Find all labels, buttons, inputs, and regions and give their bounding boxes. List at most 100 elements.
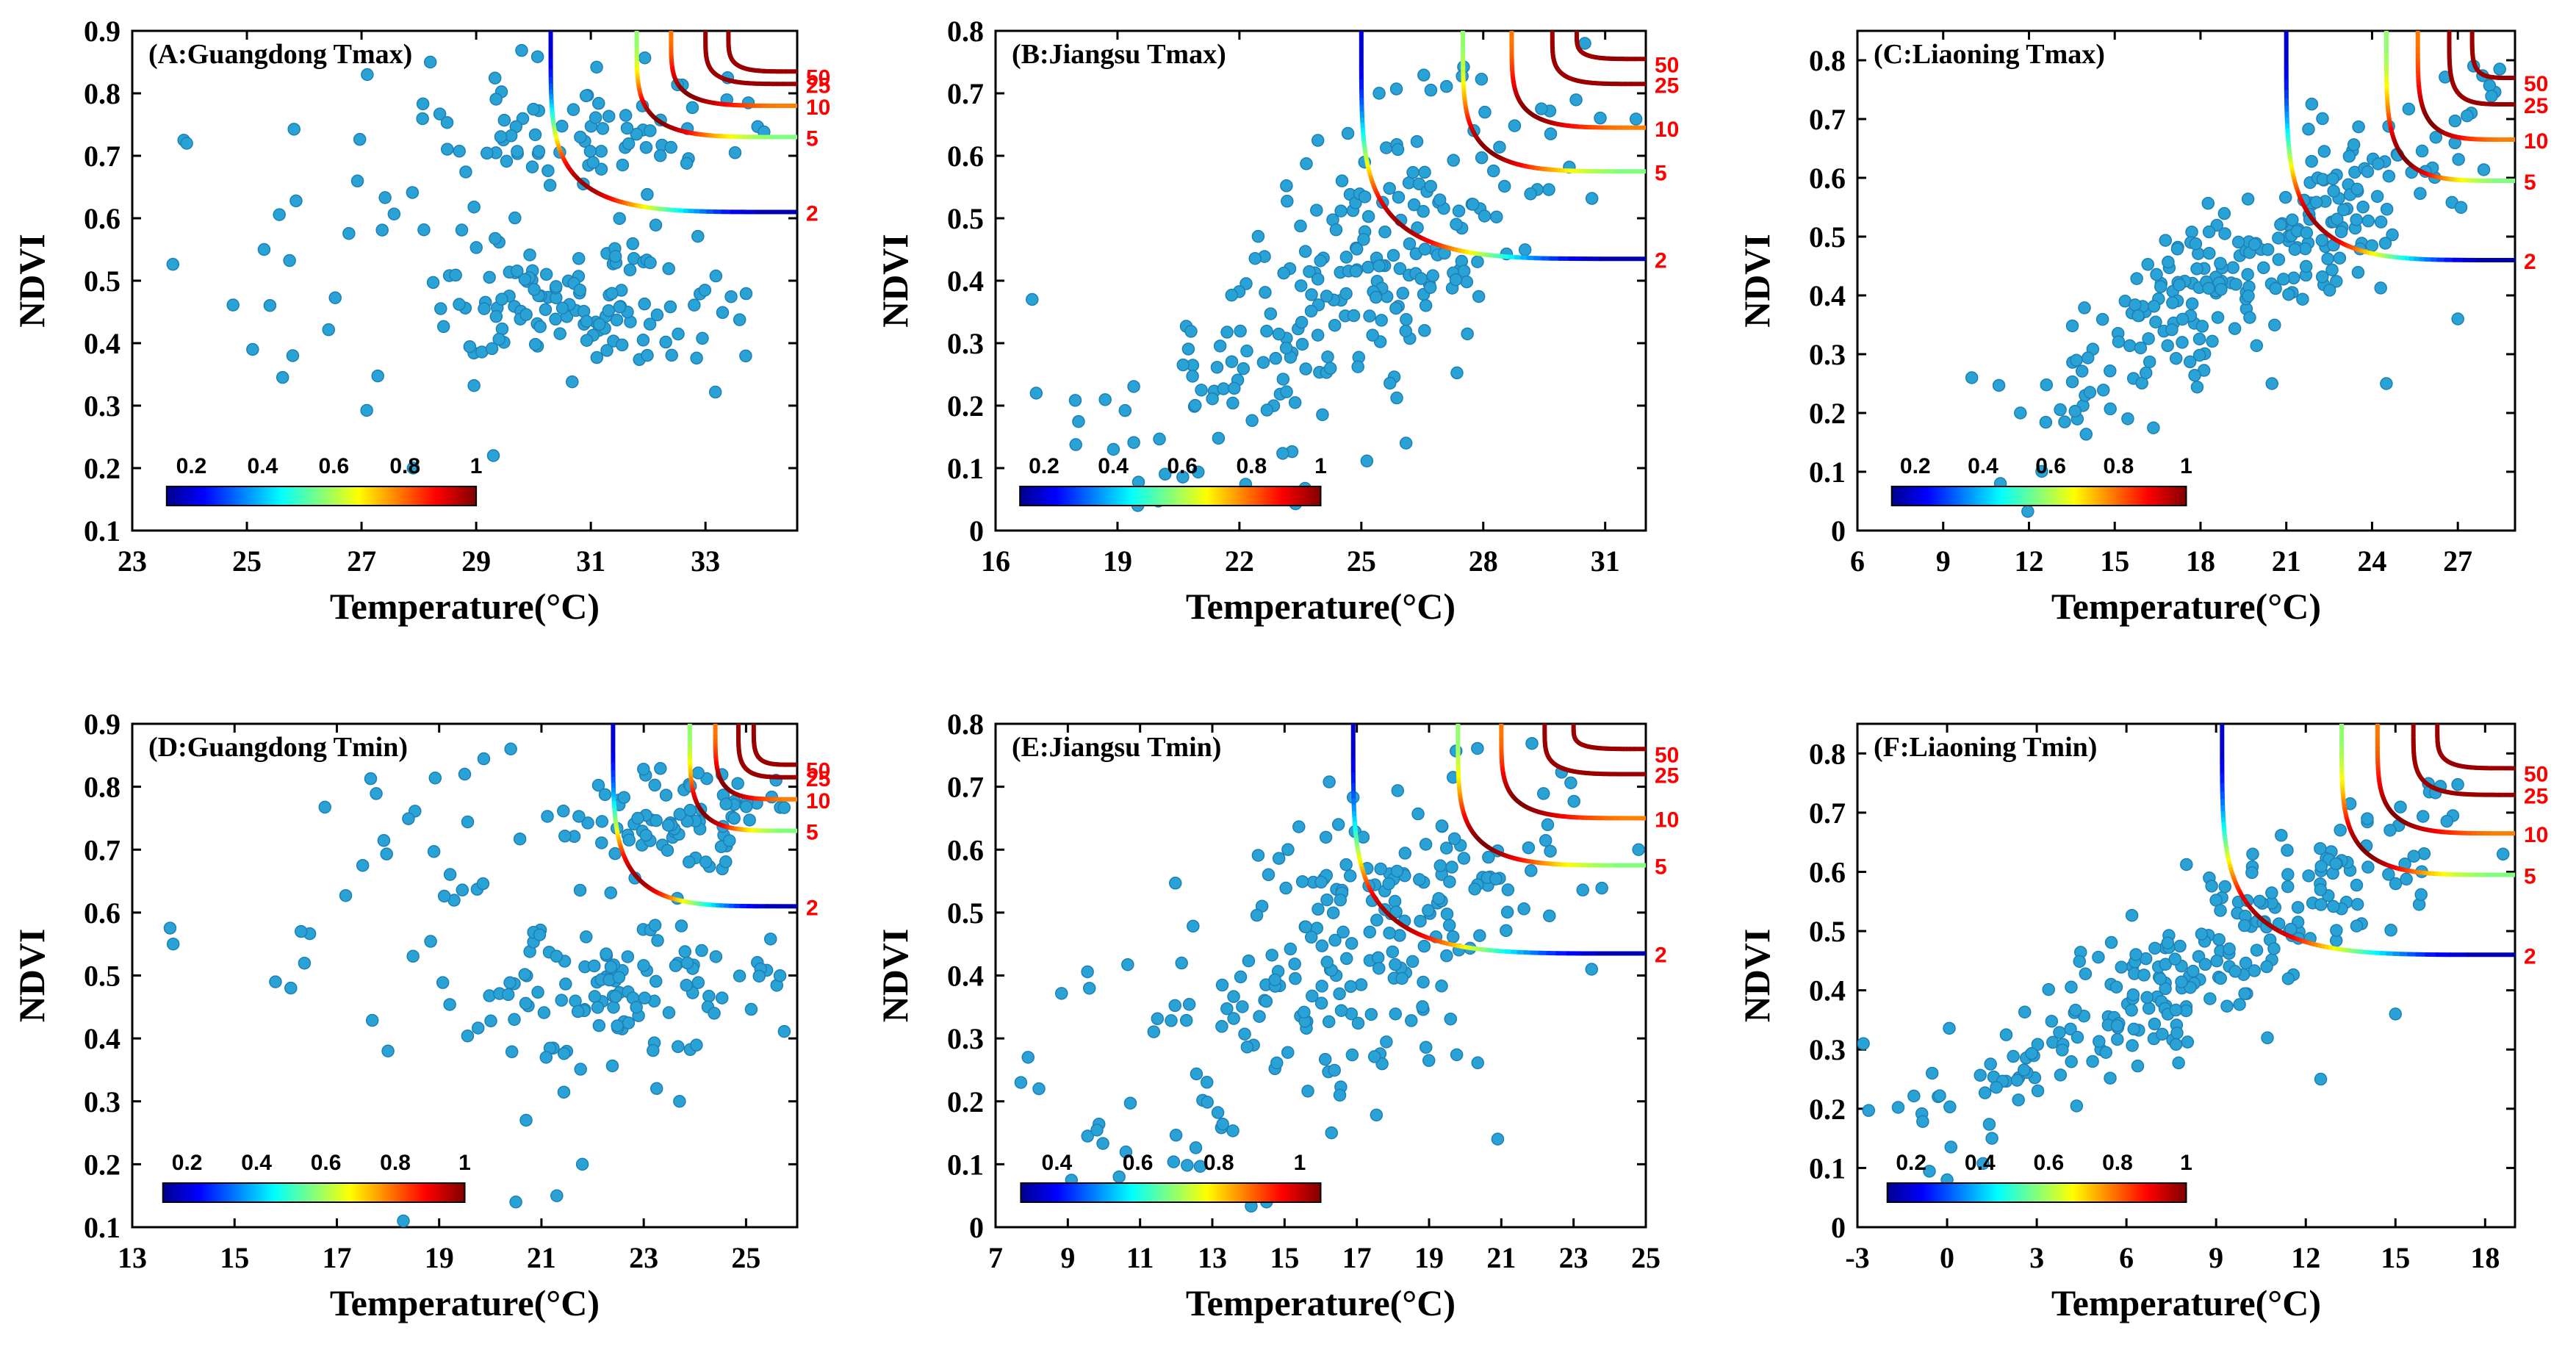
data-point <box>2323 284 2336 297</box>
data-point <box>2081 351 2095 364</box>
data-point <box>488 71 502 85</box>
data-point <box>1384 376 1397 390</box>
data-point <box>744 1002 758 1016</box>
scatter-points <box>1014 736 1645 1213</box>
y-tick-label: 0.6 <box>1809 855 1846 888</box>
data-point <box>2291 901 2305 914</box>
data-point <box>2278 190 2292 204</box>
data-point <box>2211 311 2225 324</box>
data-point <box>433 107 447 121</box>
y-tick-label: 0.3 <box>84 1085 120 1118</box>
rp-label: 25 <box>806 73 830 98</box>
data-point <box>1382 877 1395 891</box>
data-point <box>2229 278 2242 291</box>
data-point <box>508 1013 521 1027</box>
data-point <box>1276 373 1290 386</box>
data-point <box>1985 1132 1998 1145</box>
data-point <box>455 223 469 237</box>
data-point <box>2148 941 2162 955</box>
y-tick-label: 0.5 <box>947 897 984 930</box>
rp-curve-25 <box>2411 724 2515 797</box>
return-period-curves <box>548 31 797 215</box>
y-tick-label: 0.8 <box>1809 44 1846 77</box>
rp-curve-50 <box>1571 724 1646 752</box>
data-point <box>1331 818 1345 831</box>
data-point <box>440 115 454 129</box>
data-point <box>1965 371 1979 384</box>
data-point <box>1358 190 1372 204</box>
data-point <box>1176 358 1190 372</box>
data-point <box>370 787 383 800</box>
data-point <box>2253 894 2267 908</box>
data-point <box>527 102 540 116</box>
rp-label: 25 <box>806 767 830 791</box>
data-point <box>1345 937 1359 950</box>
data-point <box>569 994 582 1008</box>
data-point <box>2007 1049 2020 1063</box>
data-point <box>580 930 593 944</box>
data-point <box>1281 1046 1295 1059</box>
colorbar-tick-label: 0.4 <box>1968 454 1998 478</box>
colorbar-tick-label: 1 <box>2180 454 2192 478</box>
y-tick-label: 0 <box>1831 1211 1846 1244</box>
data-point <box>1314 996 1328 1010</box>
data-point <box>416 97 430 111</box>
data-point <box>2218 227 2231 240</box>
colorbar-tick-label: 1 <box>470 454 483 478</box>
data-point <box>1167 1155 1181 1168</box>
data-point <box>2261 242 2275 256</box>
x-tick-label: 15 <box>2381 1241 2410 1274</box>
data-point <box>1349 265 1363 278</box>
data-point <box>2115 960 2128 974</box>
colorbar-tick-label: 0.6 <box>1167 454 1198 478</box>
data-point <box>2214 256 2227 270</box>
data-point <box>1419 838 1433 851</box>
data-point <box>626 237 639 251</box>
data-point <box>339 888 353 902</box>
data-point <box>680 157 694 170</box>
data-point <box>1270 1056 1284 1070</box>
chart-panel-6: -3 0 3 6 9 12 15 1800.10.20.30.40.50.60.70.8Tem… <box>1736 722 2548 1323</box>
data-point <box>269 975 282 988</box>
x-tick-label: 12 <box>2291 1241 2320 1274</box>
data-point <box>2205 880 2218 893</box>
data-point <box>1933 1089 1946 1102</box>
data-point <box>1345 1048 1359 1062</box>
data-point <box>1475 151 1489 165</box>
data-point <box>489 93 503 106</box>
data-point <box>639 828 652 842</box>
x-tick-label: 17 <box>322 1241 351 1274</box>
data-point <box>1414 272 1428 285</box>
colorbar-tick-label: 0.6 <box>311 1151 342 1175</box>
data-point <box>2260 960 2273 974</box>
data-point <box>647 1043 660 1057</box>
rp-curve-25 <box>703 31 797 87</box>
colorbar-tick-label: 0.6 <box>318 454 349 478</box>
data-point <box>1443 875 1456 888</box>
colorbar-tick-label: 0.2 <box>1896 1151 1926 1175</box>
rp-label: 5 <box>2524 170 2536 195</box>
data-point <box>1081 965 1094 979</box>
data-point <box>525 160 539 173</box>
chart-panel-5: 7 9 11 13 15 17 19 21 23 2500.10.20.30.40.50.60.7… <box>874 708 1679 1323</box>
rp-label: 2 <box>806 202 819 226</box>
x-tick-label: 23 <box>629 1241 658 1274</box>
rp-curve-25 <box>1550 31 1646 87</box>
data-point <box>1452 204 1466 218</box>
data-point <box>591 1001 605 1014</box>
data-point <box>581 816 594 830</box>
data-point <box>1440 949 1453 963</box>
data-point <box>1288 957 1301 971</box>
data-point <box>2162 255 2175 269</box>
data-point <box>2407 849 2421 863</box>
data-point <box>1446 930 1460 944</box>
data-point <box>1301 1085 1314 1098</box>
data-point <box>380 847 393 860</box>
data-point <box>2451 777 2464 791</box>
data-point <box>1426 269 1439 282</box>
data-point <box>641 187 654 201</box>
data-point <box>2053 1026 2066 1039</box>
data-point <box>1501 883 1515 897</box>
data-point <box>489 231 502 245</box>
data-point <box>2021 505 2034 518</box>
